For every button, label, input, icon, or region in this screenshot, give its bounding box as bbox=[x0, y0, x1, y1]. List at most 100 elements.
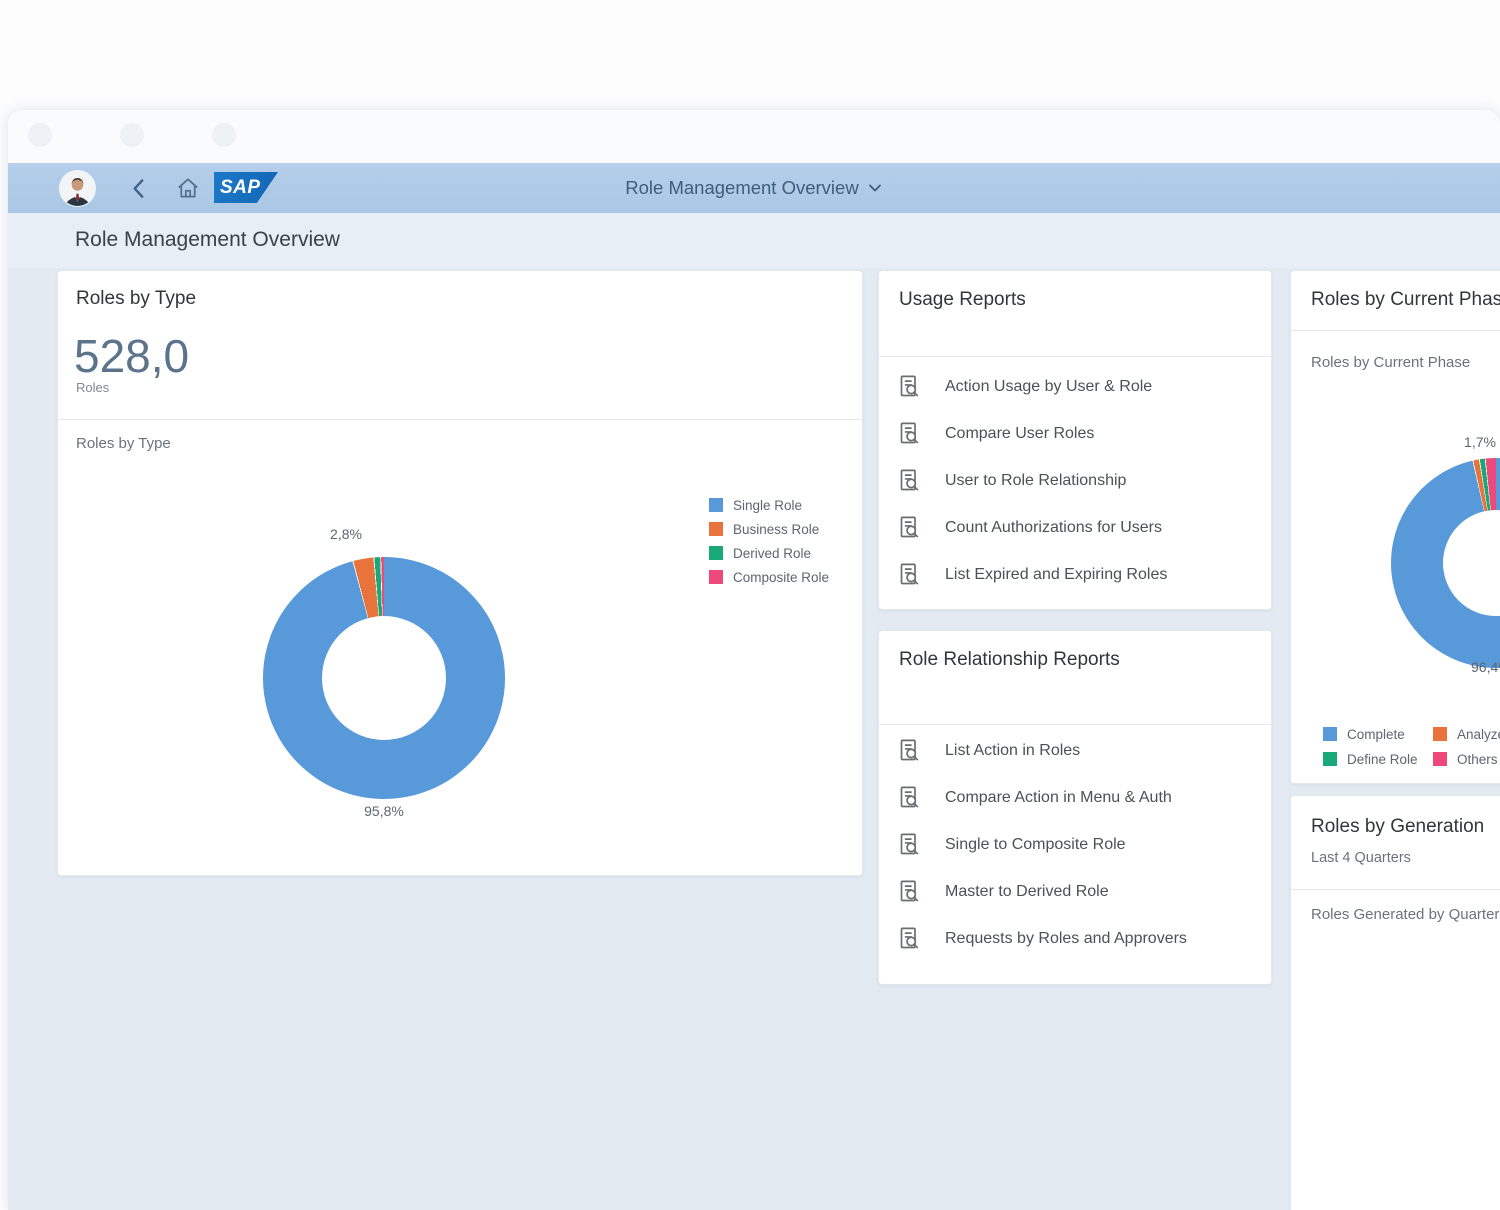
report-link-label: List Expired and Expiring Roles bbox=[945, 565, 1168, 583]
legend-item: Define Role bbox=[1323, 747, 1418, 771]
page-title: Role Management Overview bbox=[75, 228, 340, 251]
data-label-business-role: 2,8% bbox=[330, 526, 362, 542]
list-item-single-to-composite[interactable]: Single to Composite Role bbox=[879, 821, 1271, 868]
legend-swatch-analyzed bbox=[1433, 727, 1447, 741]
document-search-icon bbox=[900, 739, 919, 761]
report-link-label: Action Usage by User & Role bbox=[945, 377, 1153, 395]
list-item-action-usage[interactable]: Action Usage by User & Role bbox=[879, 363, 1271, 410]
legend-swatch-single-role bbox=[709, 498, 723, 512]
document-search-icon bbox=[900, 469, 919, 491]
data-label-complete: 96,4% bbox=[1471, 659, 1500, 675]
card-title: Role Relationship Reports bbox=[899, 649, 1120, 670]
app-title-menu[interactable]: Role Management Overview bbox=[8, 163, 1500, 213]
list-item-user-to-role[interactable]: User to Role Relationship bbox=[879, 457, 1271, 504]
card-roles-by-current-phase: Roles by Current Phase Roles by Current … bbox=[1290, 270, 1500, 784]
legend-item: Business Role bbox=[709, 517, 829, 541]
app-title-text: Role Management Overview bbox=[625, 177, 859, 198]
list-item-count-authorizations[interactable]: Count Authorizations for Users bbox=[879, 504, 1271, 551]
dashboard-content: Roles by Type 528,0 Roles Roles by Type … bbox=[8, 268, 1500, 1210]
chart-title: Roles by Type bbox=[76, 435, 171, 452]
browser-chrome-bar bbox=[8, 110, 1500, 163]
card-role-relationship-reports: Role Relationship Reports List Action in… bbox=[878, 630, 1272, 985]
legend-swatch-others bbox=[1433, 752, 1447, 766]
roles-by-type-donut-chart[interactable] bbox=[263, 557, 505, 799]
report-link-label: Count Authorizations for Users bbox=[945, 518, 1162, 536]
card-title: Roles by Type bbox=[76, 288, 197, 309]
window-control-dot[interactable] bbox=[120, 123, 144, 147]
chart-title: Roles by Current Phase bbox=[1311, 354, 1471, 371]
list-item-expired-roles[interactable]: List Expired and Expiring Roles bbox=[879, 551, 1271, 598]
legend-label: Single Role bbox=[733, 497, 803, 513]
card-roles-by-generation: Roles by Generation Last 4 Quarters Role… bbox=[1290, 795, 1500, 1210]
legend-swatch-derived-role bbox=[709, 546, 723, 560]
card-roles-by-type: Roles by Type 528,0 Roles Roles by Type … bbox=[57, 270, 863, 876]
card-usage-reports: Usage Reports Action Usage by User & Rol… bbox=[878, 270, 1272, 610]
report-link-label: List Action in Roles bbox=[945, 741, 1081, 759]
shell-header: SAP Role Management Overview bbox=[8, 163, 1500, 213]
legend-item: Derived Role bbox=[709, 541, 829, 565]
document-search-icon bbox=[900, 833, 919, 855]
roles-by-phase-donut-chart[interactable] bbox=[1391, 458, 1500, 668]
card-title: Roles by Current Phase bbox=[1311, 289, 1500, 310]
chart-title: Roles Generated by Quarter bbox=[1311, 906, 1500, 923]
report-link-list: Action Usage by User & Role Compare User… bbox=[879, 363, 1271, 598]
list-item-list-action-in-roles[interactable]: List Action in Roles bbox=[879, 727, 1271, 774]
legend-swatch-composite-role bbox=[709, 570, 723, 584]
report-link-label: Compare User Roles bbox=[945, 424, 1095, 442]
legend-swatch-complete bbox=[1323, 727, 1337, 741]
donut-hole bbox=[322, 616, 446, 740]
kpi-unit-label: Roles bbox=[76, 380, 110, 395]
document-search-icon bbox=[900, 563, 919, 585]
list-item-master-to-derived[interactable]: Master to Derived Role bbox=[879, 868, 1271, 915]
legend-label: Define Role bbox=[1347, 751, 1418, 767]
back-button[interactable] bbox=[126, 175, 152, 201]
legend-item: Analyzed bbox=[1433, 722, 1500, 746]
document-search-icon bbox=[900, 880, 919, 902]
legend-label: Others ( bbox=[1457, 751, 1500, 767]
legend-label: Business Role bbox=[733, 521, 820, 537]
divider bbox=[879, 724, 1271, 725]
card-title: Roles by Generation bbox=[1311, 816, 1485, 837]
card-title: Usage Reports bbox=[899, 289, 1026, 310]
legend-label: Analyzed bbox=[1457, 726, 1500, 742]
legend-item: Complete bbox=[1323, 722, 1405, 746]
legend-label: Derived Role bbox=[733, 545, 812, 561]
document-search-icon bbox=[900, 422, 919, 444]
document-search-icon bbox=[900, 375, 919, 397]
document-search-icon bbox=[900, 786, 919, 808]
chart-legend: Single Role Business Role Derived Role C… bbox=[709, 493, 829, 589]
document-search-icon bbox=[900, 516, 919, 538]
divider bbox=[58, 419, 862, 420]
report-link-label: Master to Derived Role bbox=[945, 882, 1109, 900]
user-avatar[interactable] bbox=[60, 171, 95, 206]
legend-swatch-define-role bbox=[1323, 752, 1337, 766]
sap-logo-text: SAP bbox=[220, 177, 261, 198]
divider bbox=[1291, 330, 1500, 331]
data-label-others: 1,7% bbox=[1464, 434, 1496, 450]
window-control-dot[interactable] bbox=[212, 123, 236, 147]
legend-item: Others ( bbox=[1433, 747, 1500, 771]
report-link-label: Requests by Roles and Approvers bbox=[945, 929, 1187, 947]
chevron-down-icon bbox=[868, 184, 881, 192]
legend-swatch-business-role bbox=[709, 522, 723, 536]
page-header: Role Management Overview bbox=[8, 213, 1500, 268]
donut-hole bbox=[1443, 510, 1500, 616]
list-item-compare-action[interactable]: Compare Action in Menu & Auth bbox=[879, 774, 1271, 821]
data-label-single-role: 95,8% bbox=[364, 803, 404, 819]
home-button[interactable] bbox=[175, 175, 201, 201]
list-item-requests-by-roles[interactable]: Requests by Roles and Approvers bbox=[879, 915, 1271, 962]
kpi-total-roles: 528,0 bbox=[74, 330, 190, 382]
legend-label: Complete bbox=[1347, 726, 1405, 742]
report-link-label: Compare Action in Menu & Auth bbox=[945, 788, 1172, 806]
window-control-dot[interactable] bbox=[28, 123, 52, 147]
divider bbox=[879, 356, 1271, 357]
report-link-list: List Action in Roles Compare Action in M… bbox=[879, 727, 1271, 962]
divider bbox=[1291, 889, 1500, 890]
report-link-label: User to Role Relationship bbox=[945, 471, 1127, 489]
report-link-label: Single to Composite Role bbox=[945, 835, 1126, 853]
legend-item: Composite Role bbox=[709, 565, 829, 589]
list-item-compare-user-roles[interactable]: Compare User Roles bbox=[879, 410, 1271, 457]
app-window: SAP Role Management Overview Role Manage… bbox=[8, 110, 1500, 1210]
legend-item: Single Role bbox=[709, 493, 829, 517]
legend-label: Composite Role bbox=[733, 569, 830, 585]
